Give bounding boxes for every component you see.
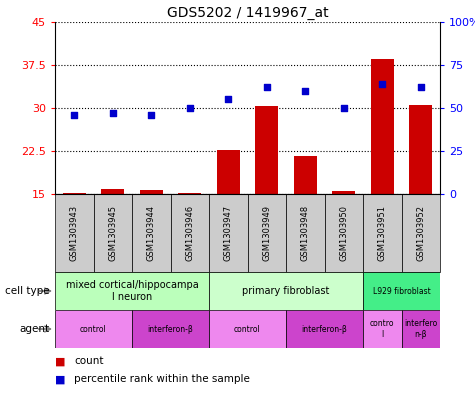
- Bar: [140, 190, 163, 194]
- Bar: [132, 310, 209, 348]
- Bar: [294, 156, 317, 194]
- Text: control: control: [234, 325, 261, 334]
- Text: ■: ■: [55, 375, 66, 384]
- Text: primary fibroblast: primary fibroblast: [242, 286, 330, 296]
- Bar: [370, 59, 394, 194]
- Title: GDS5202 / 1419967_at: GDS5202 / 1419967_at: [167, 6, 328, 20]
- Text: interferon-β: interferon-β: [148, 325, 193, 334]
- Text: GSM1303950: GSM1303950: [339, 205, 348, 261]
- Text: agent: agent: [20, 324, 50, 334]
- Bar: [55, 310, 132, 348]
- Bar: [209, 272, 363, 310]
- Text: interfero
n-β: interfero n-β: [404, 319, 437, 339]
- Bar: [286, 310, 363, 348]
- Bar: [209, 194, 247, 272]
- Point: [417, 84, 425, 90]
- Bar: [209, 310, 286, 348]
- Bar: [217, 150, 240, 194]
- Bar: [401, 310, 440, 348]
- Bar: [94, 194, 132, 272]
- Bar: [255, 106, 278, 194]
- Text: GSM1303947: GSM1303947: [224, 205, 233, 261]
- Bar: [171, 194, 209, 272]
- Point: [186, 105, 193, 111]
- Bar: [247, 194, 286, 272]
- Bar: [324, 194, 363, 272]
- Point: [225, 96, 232, 103]
- Bar: [363, 310, 401, 348]
- Bar: [132, 194, 171, 272]
- Point: [302, 88, 309, 94]
- Text: GSM1303949: GSM1303949: [262, 205, 271, 261]
- Text: GSM1303944: GSM1303944: [147, 205, 156, 261]
- Bar: [101, 189, 124, 194]
- Text: contro
l: contro l: [370, 319, 395, 339]
- Bar: [363, 194, 401, 272]
- Text: control: control: [80, 325, 107, 334]
- Point: [340, 105, 348, 111]
- Text: GSM1303945: GSM1303945: [108, 205, 117, 261]
- Bar: [401, 194, 440, 272]
- Point: [147, 112, 155, 118]
- Text: percentile rank within the sample: percentile rank within the sample: [74, 375, 250, 384]
- Point: [109, 110, 116, 116]
- Bar: [409, 105, 432, 194]
- Text: ■: ■: [55, 356, 66, 367]
- Text: GSM1303948: GSM1303948: [301, 205, 310, 261]
- Bar: [363, 272, 440, 310]
- Bar: [63, 193, 86, 194]
- Point: [263, 84, 271, 90]
- Text: cell type: cell type: [5, 286, 50, 296]
- Text: GSM1303952: GSM1303952: [416, 205, 425, 261]
- Bar: [178, 193, 201, 194]
- Text: L929 fibroblast: L929 fibroblast: [372, 286, 430, 296]
- Text: mixed cortical/hippocampa
l neuron: mixed cortical/hippocampa l neuron: [66, 280, 199, 302]
- Point: [379, 81, 386, 87]
- Point: [70, 112, 78, 118]
- Bar: [286, 194, 324, 272]
- Text: GSM1303951: GSM1303951: [378, 205, 387, 261]
- Text: count: count: [74, 356, 104, 367]
- Text: GSM1303946: GSM1303946: [185, 205, 194, 261]
- Bar: [55, 194, 94, 272]
- Text: GSM1303943: GSM1303943: [70, 205, 79, 261]
- Text: interferon-β: interferon-β: [302, 325, 347, 334]
- Bar: [332, 191, 355, 194]
- Bar: [55, 272, 209, 310]
